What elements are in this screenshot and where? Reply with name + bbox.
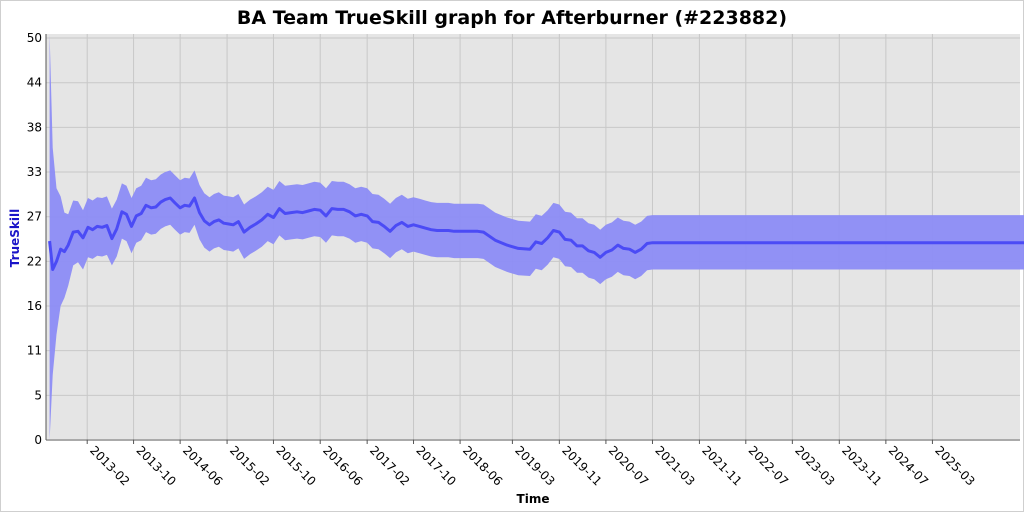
x-tick-label: 2023-03 <box>792 443 837 488</box>
x-tick-label: 2017-10 <box>413 443 458 488</box>
x-tick-label: 2024-07 <box>886 443 931 488</box>
x-tick-label: 2015-02 <box>227 443 272 488</box>
chart-title: BA Team TrueSkill graph for Afterburner … <box>237 7 787 29</box>
x-tick-label: 2019-11 <box>559 443 604 488</box>
uncertainty-band <box>49 34 1024 440</box>
x-tick-label: 2013-02 <box>87 443 132 488</box>
y-axis-label: TrueSkill <box>8 209 22 267</box>
x-axis-label: Time <box>517 492 550 506</box>
x-tick-label: 2020-07 <box>606 443 651 488</box>
y-tick-label: 22 <box>27 254 42 268</box>
x-tick-label: 2021-03 <box>652 443 697 488</box>
y-tick-label: 33 <box>27 165 42 179</box>
x-tick-labels: 2013-02 2013-10 2014-06 2015-02 2015-10 2016-… <box>86 440 978 489</box>
y-tick-label: 50 <box>27 31 42 45</box>
x-tick-label: 2022-07 <box>746 443 791 488</box>
x-tick-label: 2019-03 <box>512 443 557 488</box>
y-tick-label: 11 <box>27 344 42 358</box>
y-tick-label: 27 <box>27 210 42 224</box>
x-tick-label: 2017-02 <box>367 443 412 488</box>
y-tick-label: 0 <box>34 433 42 447</box>
x-tick-label: 2015-10 <box>273 443 318 488</box>
y-tick-labels: 0 5 11 16 22 27 33 38 44 50 <box>27 31 42 447</box>
x-tick-label: 2016-06 <box>320 443 365 488</box>
x-tick-label: 2013-10 <box>133 443 178 488</box>
trueskill-mean-line <box>48 196 1024 271</box>
y-tick-label: 44 <box>27 76 42 90</box>
y-tick-label: 16 <box>27 299 42 313</box>
x-tick-label: 2023-11 <box>839 443 884 488</box>
x-tick-label: 2021-11 <box>699 443 744 488</box>
x-tick-label: 2025-03 <box>932 443 977 488</box>
x-tick-label: 2018-06 <box>460 443 505 488</box>
y-tick-label: 38 <box>27 120 42 134</box>
y-tick-label: 5 <box>34 388 42 402</box>
x-tick-label: 2014-06 <box>180 443 225 488</box>
